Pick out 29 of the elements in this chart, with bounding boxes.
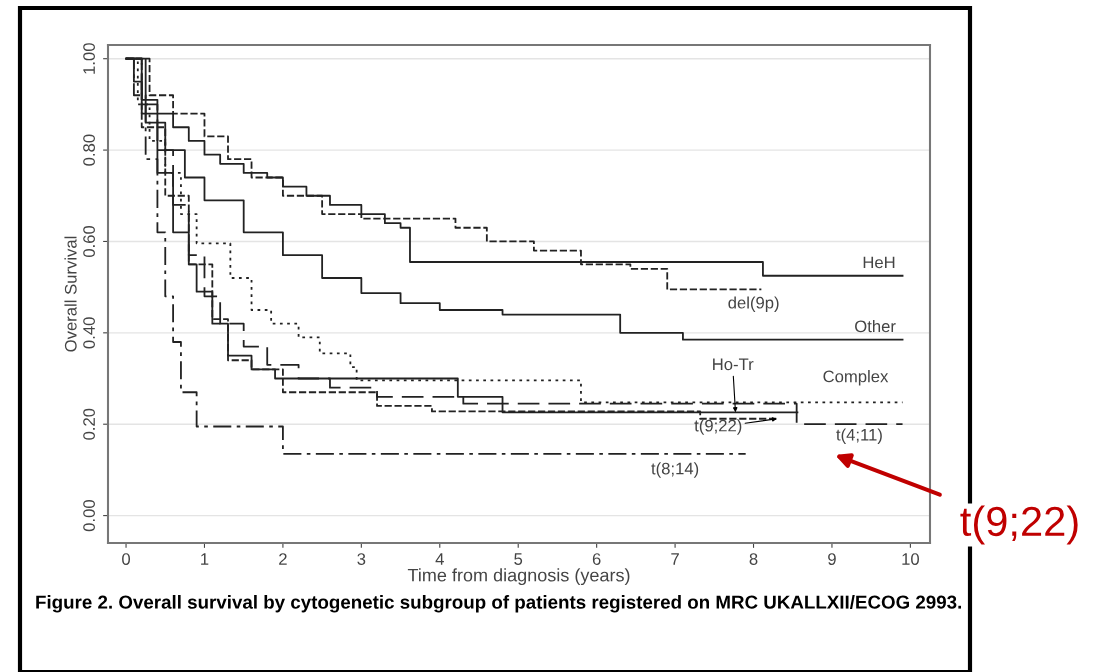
x-tick-label: 0 <box>122 553 131 565</box>
annotation: del(9p) <box>728 296 779 312</box>
caption: Figure 2. Overall survival by cytogenetic subgroup of patients registered on MRC UKALLXII/ECOG 2993. <box>36 595 961 613</box>
annotation: Complex <box>823 370 889 386</box>
x-tick-label: 6 <box>592 553 601 565</box>
y-tick-label: 1.00 <box>83 43 95 74</box>
x-tick-label: 3 <box>357 553 366 565</box>
x-tick-label: 5 <box>514 553 523 565</box>
y-tick-label: 0.20 <box>83 408 95 440</box>
y-tick-label: 0.40 <box>83 317 95 349</box>
annotation: Ho-Tr <box>713 358 754 371</box>
x-tick-label: 1 <box>201 553 209 565</box>
x-tick-label: 9 <box>828 553 836 565</box>
x-tick-label: 2 <box>279 553 287 565</box>
y-tick-label: 0.80 <box>83 134 95 166</box>
y-tick-label: 0.60 <box>83 225 95 258</box>
x-tick-label: 10 <box>902 553 920 565</box>
text: t(9;22) <box>960 505 1078 545</box>
y-tick-label: 0.00 <box>83 500 95 532</box>
x-axis-title: Time from diagnosis (years) <box>407 568 630 586</box>
annotation: t(9;22) <box>694 419 742 435</box>
y-axis-title: Overall Survival <box>64 236 77 352</box>
annotation: HeH <box>863 256 895 269</box>
annotation: Other <box>855 319 896 333</box>
x-tick-label: 4 <box>435 553 444 565</box>
annotation: t(4;11) <box>836 428 882 444</box>
annotation: t(8;14) <box>651 462 699 478</box>
x-tick-label: 7 <box>671 553 679 565</box>
x-tick-label: 8 <box>749 553 758 565</box>
